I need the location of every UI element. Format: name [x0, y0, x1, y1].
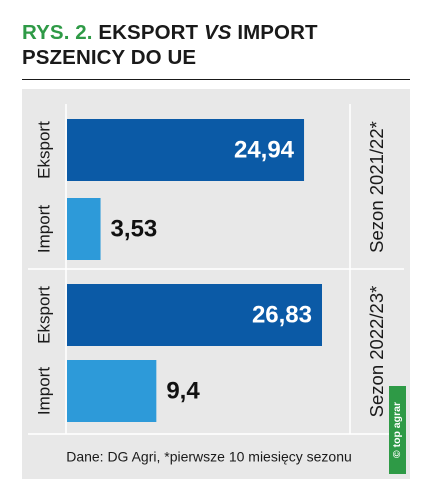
export-bar — [67, 284, 322, 346]
logo-text: © top agrar — [391, 401, 404, 459]
season-label: Sezon 2022/23* — [366, 286, 387, 418]
import-bar — [67, 360, 157, 422]
title-vs: VS — [203, 21, 232, 44]
category-label: Import — [34, 205, 53, 253]
category-label: Eksport — [34, 286, 53, 344]
export-bar — [67, 119, 305, 181]
import-bar — [67, 198, 101, 260]
chart-title: RYS. 2. EKSPORT VS IMPORT PSZENICY DO UE — [22, 20, 412, 70]
data-label: 26,83 — [252, 301, 312, 328]
category-label: Import — [34, 367, 53, 415]
title-line-2: PSZENICY DO UE — [22, 46, 197, 69]
data-label: 3,53 — [111, 215, 158, 242]
title-part-1: EKSPORT — [98, 21, 199, 44]
title-part-2: IMPORT — [237, 21, 318, 44]
category-label: Eksport — [34, 121, 53, 179]
data-label: 24,94 — [234, 136, 295, 163]
title-rule — [22, 79, 410, 80]
data-label: 9,4 — [166, 377, 200, 404]
source-note: Dane: DG Agri, *pierwsze 10 miesięcy sez… — [66, 449, 352, 465]
season-label: Sezon 2021/22* — [366, 121, 387, 253]
top-agrar-logo: © top agrar — [389, 386, 406, 474]
figure-label: RYS. 2. — [22, 21, 93, 44]
